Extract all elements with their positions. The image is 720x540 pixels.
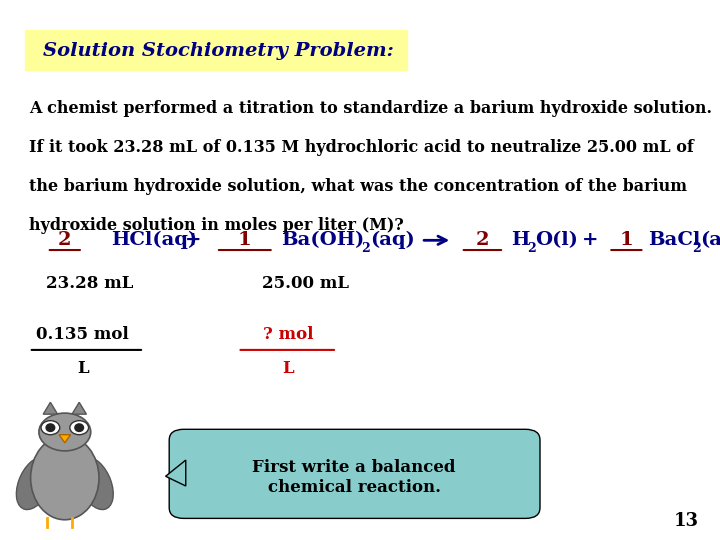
Text: O(l): O(l) [535,231,578,249]
Text: 2: 2 [692,242,701,255]
Text: (aq): (aq) [370,231,415,249]
Text: 2: 2 [58,231,71,249]
Text: ? mol: ? mol [263,326,313,343]
Ellipse shape [77,457,113,510]
Ellipse shape [39,413,91,451]
Text: 25.00 mL: 25.00 mL [263,275,349,292]
Polygon shape [72,402,86,414]
FancyBboxPatch shape [169,429,540,518]
Polygon shape [166,460,186,486]
Text: 1: 1 [238,231,252,249]
Text: BaCl: BaCl [648,231,701,249]
Ellipse shape [17,457,53,510]
Text: H: H [511,231,530,249]
Text: (aq): (aq) [701,231,720,249]
FancyBboxPatch shape [25,30,407,70]
Text: First write a balanced: First write a balanced [253,458,456,476]
Ellipse shape [70,421,89,435]
Text: 13: 13 [673,512,698,530]
Ellipse shape [41,421,60,435]
Text: +: + [582,231,598,249]
Text: 2: 2 [361,242,370,255]
Text: 2: 2 [476,231,489,249]
Text: 1: 1 [619,231,634,249]
Text: If it took 23.28 mL of 0.135 M hydrochloric acid to neutralize 25.00 mL of: If it took 23.28 mL of 0.135 M hydrochlo… [29,139,693,156]
Text: chemical reaction.: chemical reaction. [268,478,441,496]
Polygon shape [43,402,58,414]
Text: L: L [77,360,89,377]
Polygon shape [59,435,71,443]
Ellipse shape [75,424,84,431]
Text: HCl(aq): HCl(aq) [112,231,198,249]
Text: the barium hydroxide solution, what was the concentration of the barium: the barium hydroxide solution, what was … [29,178,687,194]
Text: 0.135 mol: 0.135 mol [37,326,129,343]
Text: Ba(OH): Ba(OH) [281,231,364,249]
Text: L: L [282,360,294,377]
Text: 23.28 mL: 23.28 mL [46,275,134,292]
Text: 2: 2 [527,242,536,255]
Text: A chemist performed a titration to standardize a barium hydroxide solution.: A chemist performed a titration to stand… [29,100,712,117]
Ellipse shape [46,424,55,431]
Ellipse shape [30,436,99,519]
Text: Solution Stochiometry Problem:: Solution Stochiometry Problem: [43,42,394,60]
Text: +: + [185,231,201,249]
Text: hydroxide solution in moles per liter (M)?: hydroxide solution in moles per liter (M… [29,217,403,233]
